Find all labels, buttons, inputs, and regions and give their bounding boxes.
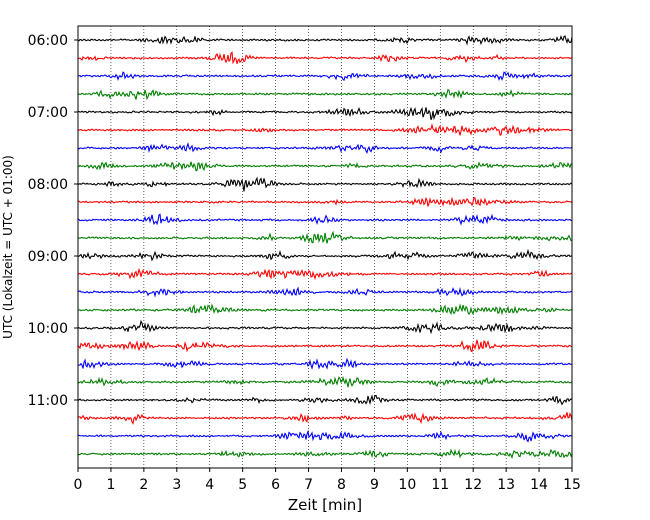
seismic-trace (77, 286, 573, 298)
seismic-trace (77, 213, 573, 226)
seismic-trace (77, 319, 573, 335)
seismic-trace (77, 35, 573, 46)
x-axis-title: Zeit [min] (288, 496, 362, 514)
x-tick-label: 0 (74, 477, 83, 493)
plot-frame (77, 25, 573, 469)
seismic-trace (77, 357, 573, 370)
seismic-trace (77, 230, 573, 244)
seismic-trace (77, 394, 573, 406)
x-tick-label: 4 (205, 477, 214, 493)
seismic-trace (77, 142, 573, 154)
x-axis-ticks: 0 1 2 3 4 5 6 7 8 9 10 11 12 13 14 15 (74, 468, 581, 493)
seismic-trace (77, 106, 573, 121)
seismic-trace (77, 176, 573, 192)
seismic-trace (77, 429, 573, 443)
seismic-trace (77, 71, 573, 82)
y-tick-label: 07:00 (28, 105, 68, 121)
x-tick-label: 11 (431, 477, 449, 493)
seismic-trace (77, 303, 573, 316)
x-tick-label: 14 (530, 477, 548, 493)
seismic-trace (77, 412, 573, 425)
y-tick-label: 10:00 (28, 321, 68, 337)
x-tick-label: 9 (370, 477, 379, 493)
x-tick-label: 1 (106, 477, 115, 493)
grid-lines (110, 26, 540, 468)
seismic-trace (77, 161, 573, 172)
x-tick-label: 7 (304, 477, 313, 493)
y-axis-ticks: 06:00 07:00 08:00 09:00 10:00 11:00 (28, 33, 78, 409)
x-tick-label: 6 (271, 477, 280, 493)
seismic-trace (77, 375, 573, 388)
x-tick-label: 13 (497, 477, 515, 493)
seismic-trace (77, 196, 573, 207)
x-tick-label: 12 (464, 477, 482, 493)
x-tick-label: 3 (172, 477, 181, 493)
traces (77, 35, 573, 460)
x-tick-label: 10 (398, 477, 416, 493)
seismic-trace (77, 51, 573, 65)
seismic-trace (77, 248, 573, 262)
x-tick-label: 8 (337, 477, 346, 493)
y-tick-label: 11:00 (28, 393, 68, 409)
seismic-trace (77, 123, 573, 136)
y-tick-label: 09:00 (28, 249, 68, 265)
seismic-trace (77, 88, 573, 101)
y-tick-label: 06:00 (28, 33, 68, 49)
y-tick-label: 08:00 (28, 177, 68, 193)
seismic-trace (77, 448, 573, 460)
seismic-trace (77, 339, 573, 353)
x-tick-label: 15 (563, 477, 581, 493)
x-tick-label: 5 (238, 477, 247, 493)
x-tick-label: 2 (139, 477, 148, 493)
seismic-trace (77, 267, 573, 281)
y-axis-title: UTC (Lokalzeit = UTC + 01:00) (1, 155, 15, 339)
